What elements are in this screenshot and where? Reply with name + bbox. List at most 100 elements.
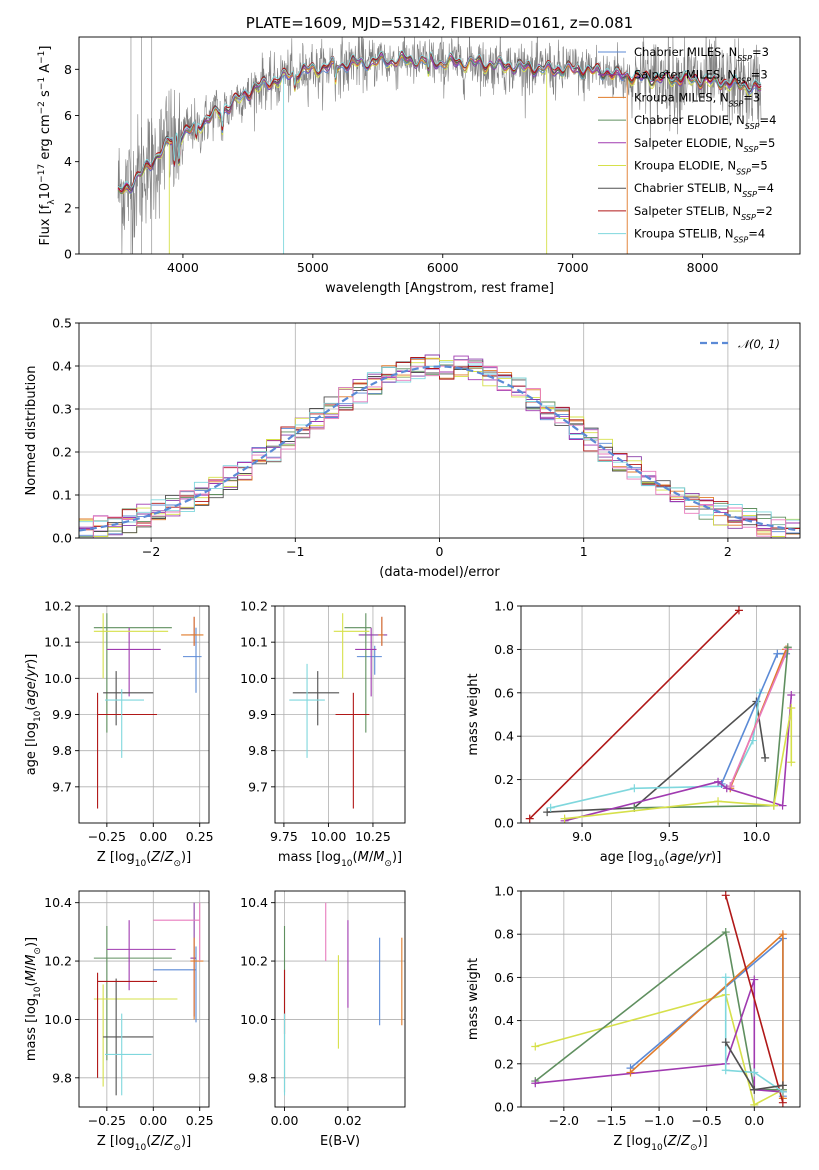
y-tick-label: 0.5 — [52, 316, 72, 331]
x-tick-label: 0.00 — [271, 1113, 299, 1128]
x-tick-label: 10.00 — [311, 829, 347, 844]
weight-marker — [546, 803, 555, 812]
axes-weight_vs_Z: −2.0 −1.5 −1.0 −0.5 0.0 0.0 0.2 0.4 0.6 0.8 1.0 Z [… — [466, 884, 801, 1153]
plot-area — [289, 613, 388, 809]
axes-frame — [520, 605, 801, 824]
weight-marker — [787, 758, 796, 767]
x-tick-label: 9.5 — [659, 829, 679, 844]
weight-marker — [721, 973, 730, 982]
y-axis-label: mass weight — [466, 958, 481, 1040]
weight-marker — [721, 928, 730, 937]
legend-entry: Chabrier ELODIE, NSSP=4 — [634, 113, 776, 131]
error-bar — [93, 613, 169, 679]
axes-frame — [78, 36, 801, 255]
y-tick-label: 10.4 — [240, 895, 268, 910]
axes-mass_vs_Z: −0.25 0.00 0.25 9.8 10.0 10.2 10.4 Z [log10(Z/Z… — [24, 890, 214, 1153]
error-bar — [289, 663, 325, 758]
axes-age_vs_mass: 9.75 10.00 10.25 9.7 9.8 9.9 10.0 10.1 10.2 mass … — [240, 599, 406, 869]
axes-weight_vs_age: 9.0 9.5 10.0 0.0 0.2 0.4 0.6 0.8 1.0 age [log10(a… — [466, 599, 801, 869]
weight-line — [547, 699, 766, 813]
x-axis-label: E(B-V) — [320, 1134, 360, 1149]
error-bar — [97, 692, 157, 809]
axes-frame — [78, 890, 210, 1108]
error-bar — [105, 689, 144, 758]
x-tick-label: 9.75 — [270, 829, 298, 844]
axes-frame — [520, 890, 801, 1108]
x-axis-label: Z [log10(Z/Z⊙)] — [97, 850, 191, 869]
weight-marker — [783, 643, 792, 652]
error-bar — [183, 627, 202, 693]
x-tick-label: 0 — [436, 544, 444, 559]
x-tick-label: 7000 — [557, 260, 589, 275]
legend-entry: Kroupa ELODIE, NSSP=5 — [634, 159, 768, 177]
error-bar — [181, 616, 204, 646]
y-axis-label: mass [log10(M/M⊙)] — [24, 937, 43, 1061]
x-tick-label: −2.0 — [549, 1113, 579, 1128]
weight-line — [729, 649, 789, 787]
grid-lines — [275, 891, 405, 1107]
weight-marker — [778, 1098, 787, 1107]
error-bar — [344, 613, 372, 733]
weight-marker — [722, 784, 731, 793]
error-bar — [292, 671, 340, 726]
y-tick-label: 1.0 — [494, 599, 514, 614]
y-tick-label: 4 — [64, 154, 72, 169]
x-tick-label: 1 — [580, 544, 588, 559]
error-bar — [106, 627, 161, 697]
x-tick-label: 6000 — [427, 260, 459, 275]
legend-entry: Chabrier MILES, NSSP=3 — [634, 45, 769, 63]
weight-line — [529, 609, 740, 820]
plot-area — [525, 606, 796, 823]
y-tick-label: 0.0 — [494, 816, 514, 831]
weight-line — [724, 895, 784, 1103]
x-axis-label: Z [log10(Z/Z⊙)] — [97, 1134, 191, 1153]
weight-marker — [531, 1042, 540, 1051]
y-tick-label: 9.9 — [248, 707, 268, 722]
y-tick-label: 10.1 — [44, 635, 72, 650]
model-spectrum — [117, 51, 762, 192]
grid-lines — [275, 605, 405, 823]
histogram-step — [79, 359, 800, 538]
x-tick-label: 0.00 — [139, 829, 167, 844]
weight-marker — [560, 814, 569, 823]
error-bar — [190, 937, 204, 1020]
weight-marker — [778, 1081, 787, 1090]
weight-marker — [778, 930, 787, 939]
weight-series — [560, 703, 796, 823]
y-tick-label: 0.4 — [494, 729, 514, 744]
x-axis-label: wavelength [Angstrom, rest frame] — [325, 281, 554, 296]
y-tick-label: 0.2 — [52, 445, 72, 460]
error-bar — [356, 645, 382, 675]
weight-marker — [787, 690, 796, 699]
weight-series — [546, 688, 764, 812]
y-tick-label: 9.7 — [248, 779, 268, 794]
x-tick-label: −1 — [286, 544, 304, 559]
y-tick-label: 0.6 — [494, 970, 514, 985]
weight-series — [721, 891, 787, 1107]
plot-area — [531, 891, 787, 1107]
y-tick-label: 0.8 — [494, 927, 514, 942]
weight-marker — [714, 777, 723, 786]
x-tick-label: −1.0 — [644, 1113, 674, 1128]
weight-marker — [531, 1079, 540, 1088]
x-tick-label: −0.5 — [692, 1113, 722, 1128]
plot-area — [79, 354, 800, 538]
model-spectrum — [117, 50, 762, 193]
x-tick-label: 2 — [724, 544, 732, 559]
error-bar — [153, 946, 197, 1023]
y-axis-label: Normed distribution — [24, 366, 39, 496]
error-bar — [333, 613, 370, 679]
axes-mass_vs_ebv: 0.00 0.02 9.8 10.0 10.2 10.4 E(B-V) — [240, 890, 406, 1149]
axes-residuals: −2 −1 0 1 2 0.0 0.1 0.2 0.3 0.4 0.5 (data-model)/er… — [24, 316, 801, 580]
model-spectrum — [117, 49, 762, 189]
y-tick-label: 9.7 — [52, 779, 72, 794]
x-tick-label: −0.25 — [88, 829, 126, 844]
weight-marker — [773, 649, 782, 658]
y-tick-label: 10.0 — [44, 671, 72, 686]
axes-frame — [274, 890, 406, 1108]
weight-line — [724, 977, 784, 1093]
weight-series — [525, 606, 743, 823]
y-tick-label: 10.2 — [44, 599, 72, 614]
weight-line — [534, 930, 783, 1091]
error-bar — [153, 902, 201, 962]
